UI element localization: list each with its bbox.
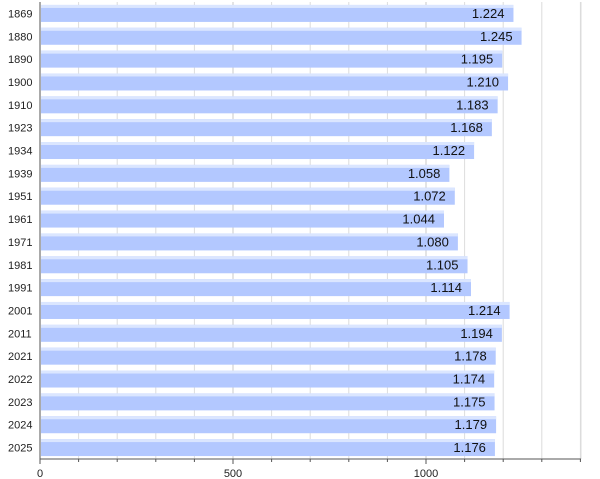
bar-1971 [41,233,458,251]
category-label: 2021 [8,351,32,363]
axes: 1869 1880 1890 1900 1910 1923 1934 1939 1951 1961… [8,2,581,479]
bar-2024 [41,416,497,434]
category-label: 1890 [8,54,32,66]
bar-1890 [41,50,503,68]
value-label: 1.183 [456,97,489,112]
value-label: 1.210 [467,74,500,89]
bar-highlight [41,301,510,305]
category-label: 1939 [8,168,32,180]
category-label: 2011 [8,328,32,340]
value-label: 1.168 [450,120,483,135]
bar-highlight [41,27,522,31]
x-tick-label: 1000 [414,468,438,479]
bars: 1.224 1.245 1.195 1.210 1.183 1.168 1.122 1.058… [41,4,522,457]
value-label: 1.044 [402,212,435,227]
category-label: 1951 [8,191,32,203]
category-label: 2023 [8,397,32,409]
bar-1939 [41,164,450,182]
value-label: 1.058 [408,166,441,181]
category-label: 1981 [8,260,32,272]
category-label: 1923 [8,123,32,135]
bar-1961 [41,210,444,228]
value-label: 1.214 [468,303,501,318]
bar-2022 [41,370,495,388]
bar-1934 [41,142,475,160]
bar-1981 [41,256,468,274]
category-label: 1900 [8,77,32,89]
category-label: 1869 [8,8,32,20]
bar-2025 [41,439,495,457]
bar-highlight [41,347,496,351]
category-label: 1880 [8,31,32,43]
bar-1991 [41,279,472,297]
bar-highlight [41,73,509,77]
grid-lines [78,2,582,459]
bar-highlight [41,164,450,168]
bar-highlight [41,416,497,420]
bar-highlight [41,50,503,54]
x-tick-label: 500 [224,468,242,479]
category-label: 1934 [8,146,32,158]
value-label: 1.178 [454,349,487,364]
value-label: 1.080 [416,234,449,249]
bar-1880 [41,27,522,45]
category-label: 2024 [8,420,32,432]
bar-highlight [41,370,495,374]
bar-1923 [41,119,492,137]
category-label: 1991 [8,283,32,295]
category-label: 2025 [8,443,32,455]
value-label: 1.174 [453,372,486,387]
bar-1910 [41,96,498,114]
bar-highlight [41,279,472,283]
value-label: 1.072 [413,189,446,204]
value-label: 1.105 [426,257,459,272]
category-label: 1910 [8,100,32,112]
value-label: 1.224 [472,6,505,21]
value-label: 1.179 [455,417,488,432]
value-label: 1.176 [453,440,486,455]
value-label: 1.175 [453,394,486,409]
bar-highlight [41,233,458,237]
bar-highlight [41,439,495,443]
bar-highlight [41,256,468,260]
bar-highlight [41,96,498,100]
bar-highlight [41,119,492,123]
category-label: 1971 [8,237,32,249]
bar-highlight [41,393,495,397]
bar-1951 [41,187,455,205]
category-label: 1961 [8,214,32,226]
value-label: 1.194 [460,326,493,341]
category-label: 2001 [8,305,32,317]
bar-1900 [41,73,509,91]
value-label: 1.195 [461,52,494,67]
bar-highlight [41,187,455,191]
bar-highlight [41,210,444,214]
bar-2001 [41,301,510,319]
bar-highlight [41,4,514,8]
bar-highlight [41,324,502,328]
bar-2011 [41,324,502,342]
value-label: 1.122 [433,143,466,158]
bar-2021 [41,347,496,365]
value-label: 1.114 [430,280,462,295]
value-label: 1.245 [480,29,513,44]
bar-2023 [41,393,495,411]
bar-highlight [41,142,475,146]
bar-1869 [41,4,514,22]
x-tick-label: 0 [37,468,43,479]
category-label: 2022 [8,374,32,386]
